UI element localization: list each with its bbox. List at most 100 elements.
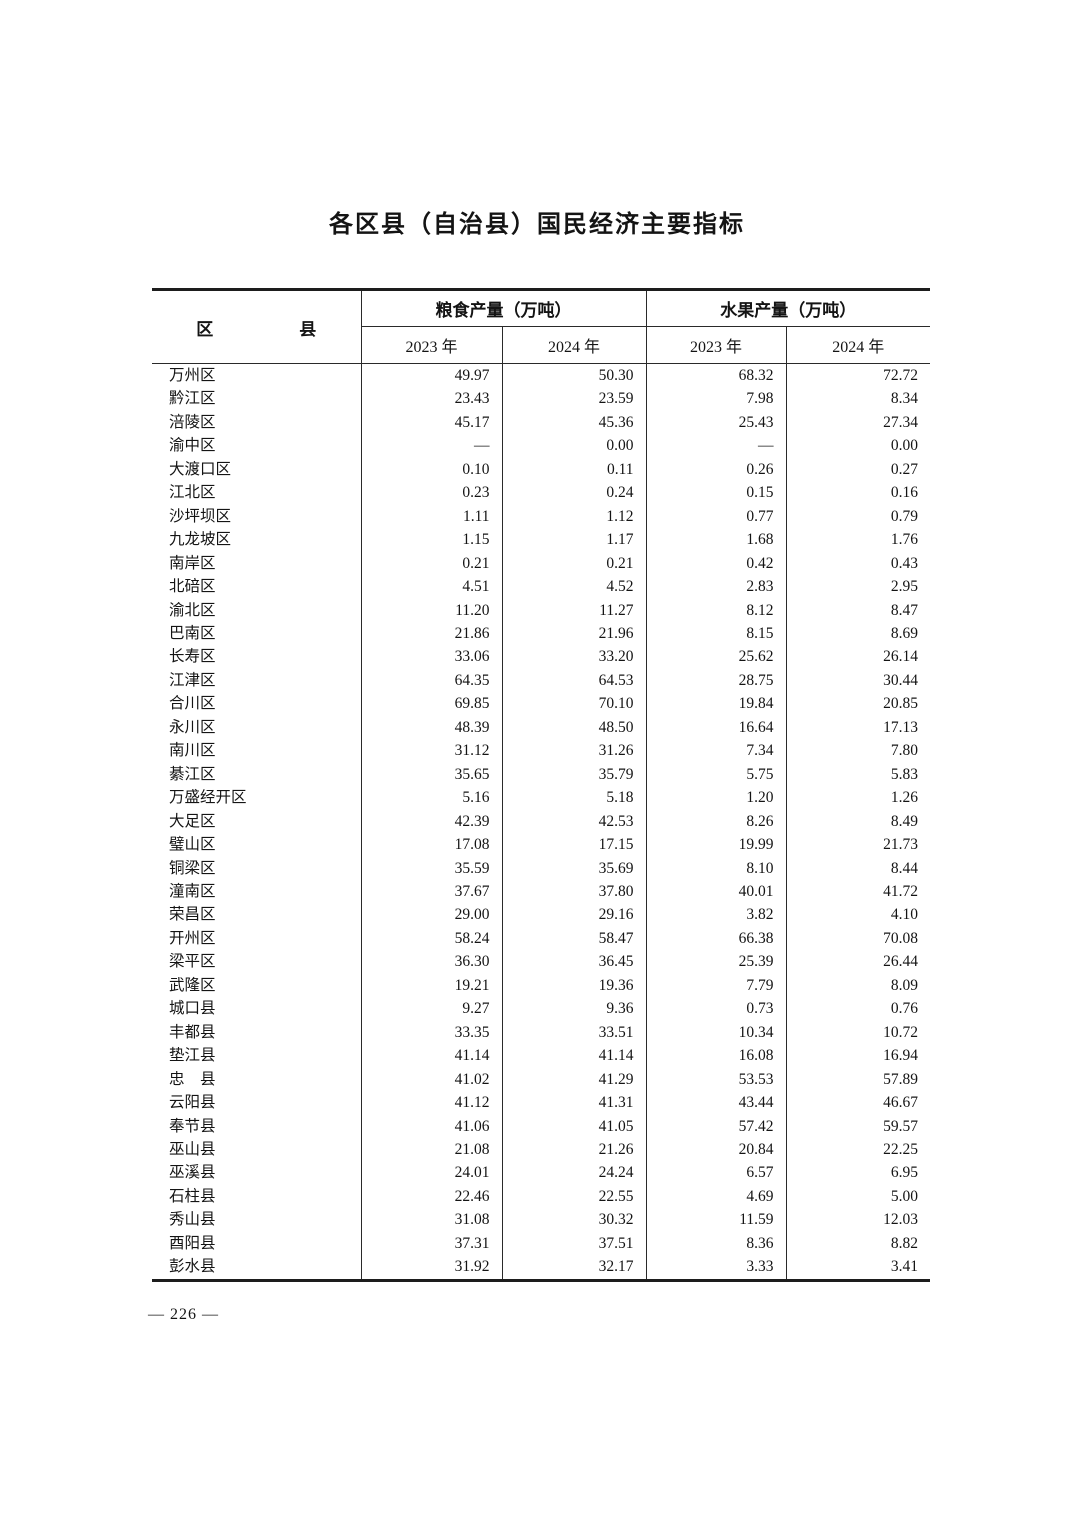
fruit-2023-value: 25.43 (646, 410, 787, 435)
fruit-2024-value: 30.44 (883, 671, 918, 689)
header-year-grain-2023: 2023 年 (361, 326, 503, 364)
grain-2024-value: 58.47 (502, 926, 647, 951)
fruit-2024-value: 8.82 (890, 1234, 918, 1252)
grain-2024-value: 41.14 (502, 1044, 647, 1068)
district-name: 丰都县 (152, 1020, 362, 1045)
fruit-2024-value: 8.44 (890, 859, 918, 877)
district-name: 石柱县 (152, 1184, 362, 1209)
district-name: 沙坪坝区 (152, 504, 362, 529)
page-number: — 226 — (148, 1306, 219, 1323)
fruit-2023-value: 8.12 (646, 598, 787, 622)
fruit-2024-value: 8.49 (890, 812, 918, 830)
table-row: 巴南区 21.86 21.96 8.15 8.69 (152, 621, 930, 646)
grain-2024-value: 19.36 (502, 973, 647, 998)
fruit-2023-value: 7.34 (646, 739, 787, 763)
table-row: 巫山县 21.08 21.26 20.84 22.25 (152, 1137, 930, 1162)
fruit-2024-value: 2.95 (890, 578, 918, 596)
district-name: 綦江区 (152, 762, 362, 787)
fruit-2023-value: 43.44 (646, 1091, 787, 1115)
grain-2024-value: 36.45 (502, 950, 647, 974)
table-row: 酉阳县 37.31 37.51 8.36 8.82 (152, 1231, 930, 1256)
grain-2024-value: 0.11 (502, 457, 647, 482)
grain-2023-value: 37.31 (361, 1231, 503, 1256)
table-row: 江北区 0.23 0.24 0.15 0.16 (152, 481, 930, 505)
fruit-2024-value: 59.57 (883, 1117, 918, 1135)
table-row: 大渡口区 0.10 0.11 0.26 0.27 (152, 457, 930, 482)
fruit-2023-value: 19.84 (646, 692, 787, 716)
table-row: 丰都县 33.35 33.51 10.34 10.72 (152, 1020, 930, 1045)
fruit-2024-value: 10.72 (883, 1023, 918, 1041)
fruit-2023-value: 11.59 (646, 1208, 787, 1232)
fruit-2023-value: 20.84 (646, 1137, 787, 1162)
fruit-2024-value: 5.00 (890, 1187, 918, 1205)
district-name: 璧山区 (152, 833, 362, 857)
grain-2023-value: 5.16 (361, 786, 503, 810)
district-name: 大足区 (152, 809, 362, 834)
fruit-2023-value: 7.79 (646, 973, 787, 998)
grain-2024-value: 30.32 (502, 1208, 647, 1232)
grain-2024-value: 33.20 (502, 645, 647, 669)
table-row: 江津区 64.35 64.53 28.75 30.44 (152, 668, 930, 693)
grain-2023-value: 45.17 (361, 410, 503, 435)
district-name: 渝中区 (152, 434, 362, 458)
fruit-2023-value: 53.53 (646, 1067, 787, 1092)
table-row: 秀山县 31.08 30.32 11.59 12.03 (152, 1208, 930, 1232)
fruit-2024-value: 8.34 (890, 390, 918, 408)
fruit-2023-value: — (646, 434, 787, 458)
table-row: 綦江区 35.65 35.79 5.75 5.83 (152, 762, 930, 787)
header-group-grain: 粮食产量（万吨） (361, 289, 647, 327)
district-name: 荣昌区 (152, 903, 362, 927)
district-name: 彭水县 (152, 1255, 362, 1281)
grain-2024-value: 48.50 (502, 715, 647, 740)
header-year-fruit-2024: 2024 年 (786, 326, 930, 364)
district-name: 城口县 (152, 997, 362, 1021)
fruit-2024-value: 46.67 (883, 1094, 918, 1112)
grain-2024-value: 21.26 (502, 1137, 647, 1162)
fruit-2024-value: 5.83 (890, 765, 918, 783)
table-row: 梁平区 36.30 36.45 25.39 26.44 (152, 950, 930, 974)
grain-2024-value: 70.10 (502, 692, 647, 716)
header-district-column: 区 县 (152, 289, 362, 364)
district-name: 武隆区 (152, 973, 362, 998)
grain-2023-value: 31.92 (361, 1255, 503, 1281)
district-name: 秀山县 (152, 1208, 362, 1232)
fruit-2023-value: 19.99 (646, 833, 787, 857)
fruit-2023-value: 2.83 (646, 575, 787, 599)
fruit-2024-value: 26.44 (883, 953, 918, 971)
table-row: 南岸区 0.21 0.21 0.42 0.43 (152, 551, 930, 576)
table-row: 九龙坡区 1.15 1.17 1.68 1.76 (152, 528, 930, 552)
fruit-2024-value: 21.73 (883, 836, 918, 854)
district-name: 涪陵区 (152, 410, 362, 435)
fruit-2024-value: 8.47 (890, 601, 918, 619)
grain-2023-value: 31.08 (361, 1208, 503, 1232)
grain-2023-value: 0.23 (361, 481, 503, 505)
fruit-2024-value: 8.09 (890, 976, 918, 994)
grain-2024-value: 29.16 (502, 903, 647, 927)
fruit-2023-value: 0.15 (646, 481, 787, 505)
table-row: 北碚区 4.51 4.52 2.83 2.95 (152, 575, 930, 599)
indicators-table: 区 县 粮食产量（万吨） 水果产量（万吨） 2023 年 2024 年 2023… (152, 288, 930, 1282)
fruit-2023-value: 66.38 (646, 926, 787, 951)
grain-2024-value: 41.05 (502, 1114, 647, 1138)
fruit-2024-value: 1.26 (890, 789, 918, 807)
header-district-left: 区 (196, 319, 214, 339)
grain-2023-value: 35.59 (361, 856, 503, 880)
fruit-2023-value: 0.77 (646, 504, 787, 529)
fruit-2023-value: 4.69 (646, 1184, 787, 1209)
fruit-2023-value: 1.20 (646, 786, 787, 810)
table-row: 南川区 31.12 31.26 7.34 7.80 (152, 739, 930, 763)
grain-2024-value: 11.27 (502, 598, 647, 622)
grain-2023-value: 31.12 (361, 739, 503, 763)
district-name: 永川区 (152, 715, 362, 740)
grain-2023-value: 37.67 (361, 879, 503, 904)
district-name: 南川区 (152, 739, 362, 763)
grain-2024-value: 35.69 (502, 856, 647, 880)
district-name: 巫山县 (152, 1137, 362, 1162)
fruit-2023-value: 25.39 (646, 950, 787, 974)
table-row: 涪陵区 45.17 45.36 25.43 27.34 (152, 410, 930, 435)
table-row: 武隆区 19.21 19.36 7.79 8.09 (152, 973, 930, 998)
table-row: 垫江县 41.14 41.14 16.08 16.94 (152, 1044, 930, 1068)
fruit-2024-value: 0.76 (890, 1000, 918, 1018)
fruit-2023-value: 3.82 (646, 903, 787, 927)
